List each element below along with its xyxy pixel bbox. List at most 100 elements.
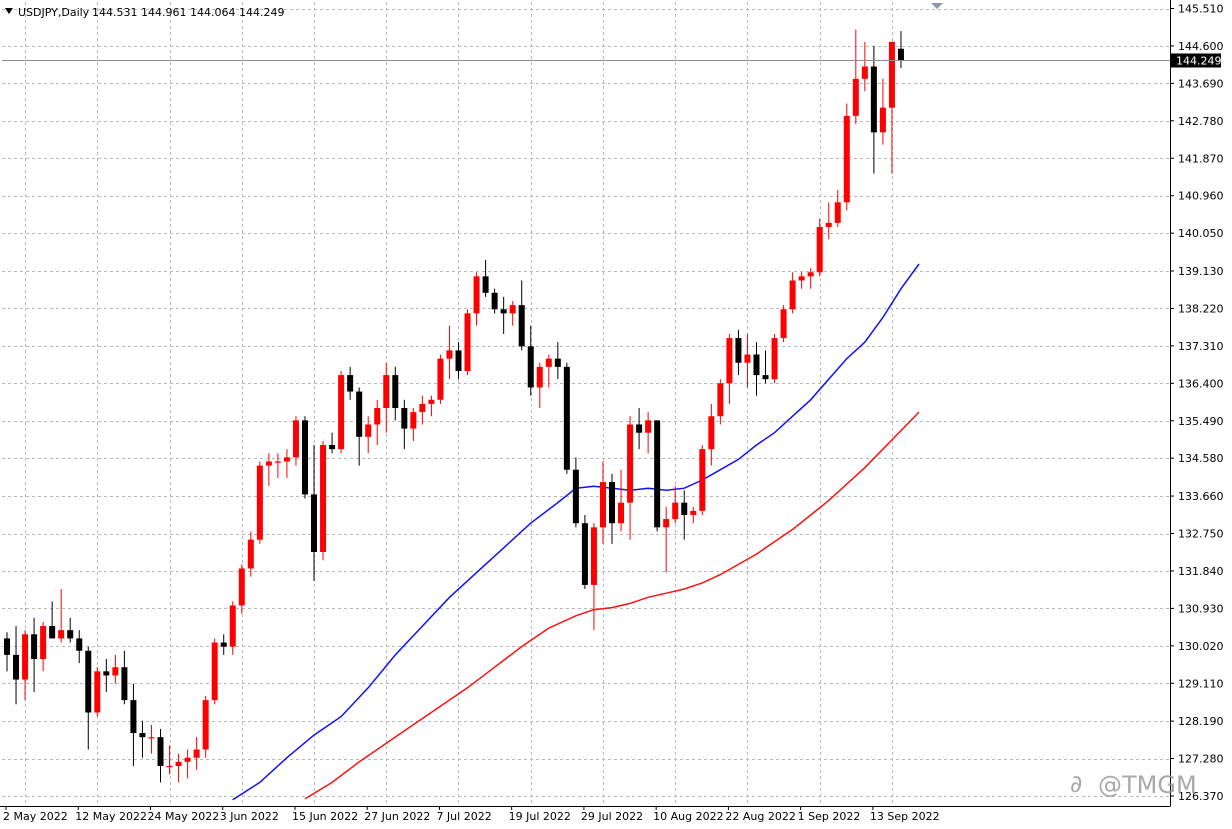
candle <box>292 416 299 466</box>
candle <box>338 370 345 454</box>
candle-body <box>518 305 525 347</box>
candle <box>311 445 318 581</box>
candle <box>672 486 679 524</box>
candle-body <box>247 539 254 569</box>
price-tick-label: 134.580 <box>1178 452 1224 465</box>
price-tick-label: 131.840 <box>1178 565 1224 578</box>
price-tick-label: 128.190 <box>1178 715 1224 728</box>
candle-body <box>238 568 245 606</box>
time-tick-label: 22 Aug 2022 <box>725 810 795 823</box>
candle-body <box>166 765 173 768</box>
candle <box>4 632 10 672</box>
candle <box>103 658 110 692</box>
candle-body <box>590 527 597 585</box>
candle-body <box>121 667 128 701</box>
candle <box>482 259 489 297</box>
candle <box>563 362 570 474</box>
candle-body <box>771 338 778 380</box>
candle <box>365 416 372 454</box>
dropdown-triangle-icon[interactable] <box>5 8 13 14</box>
scroll-marker-icon[interactable] <box>931 3 943 9</box>
candle <box>265 453 272 487</box>
candle <box>401 399 408 450</box>
candle-body <box>347 375 354 392</box>
price-tick-label: 145.510 <box>1178 3 1224 16</box>
candle-body <box>627 424 634 503</box>
time-tick-label: 19 Jul 2022 <box>509 810 571 823</box>
candle-body <box>825 222 832 227</box>
time-tick-label: 2 May 2022 <box>3 810 68 823</box>
candle <box>139 720 146 758</box>
price-tick-label: 130.930 <box>1178 602 1224 615</box>
candle <box>681 490 688 540</box>
candle-body <box>798 276 805 281</box>
candle <box>383 362 390 433</box>
candle <box>590 523 597 631</box>
ohlc-readout: 144.531 144.961 144.064 144.249 <box>92 6 284 19</box>
candle <box>410 408 417 441</box>
candle-body <box>320 445 327 553</box>
candle <box>897 31 904 68</box>
candle <box>446 325 453 380</box>
price-axis: 145.510 144.600 143.690 142.780 141.870 140.9… <box>1170 3 1224 803</box>
current-price-label: 144.249 <box>1176 55 1222 68</box>
candle <box>509 301 516 326</box>
price-tick-label: 141.870 <box>1178 152 1224 165</box>
time-tick-label: 27 Jun 2022 <box>364 810 430 823</box>
candle <box>717 379 724 425</box>
candle <box>428 395 435 417</box>
price-tick-label: 133.660 <box>1178 490 1224 503</box>
candle <box>879 78 886 145</box>
candle <box>599 461 606 544</box>
candle-body <box>735 338 742 363</box>
candle-body <box>256 465 263 540</box>
candle-body <box>599 482 606 528</box>
chart-frame <box>0 0 1171 807</box>
candle-body <box>383 375 390 409</box>
candle-body <box>843 115 850 203</box>
price-tick-label: 132.750 <box>1178 528 1224 541</box>
candle-body <box>527 346 534 388</box>
candle <box>744 333 751 388</box>
candle <box>708 403 715 466</box>
candle <box>238 564 245 614</box>
candle-body <box>112 667 119 676</box>
candle-body <box>40 626 47 659</box>
candle <box>184 749 191 779</box>
candle-body <box>211 642 218 701</box>
candle-body <box>491 292 498 310</box>
candle <box>274 453 281 478</box>
candle <box>112 654 119 684</box>
candle-body <box>708 416 715 450</box>
time-tick-label: 12 May 2022 <box>75 810 147 823</box>
candle <box>211 638 218 705</box>
symbol-label: USDJPY,Daily <box>18 6 90 19</box>
candle <box>283 449 290 478</box>
candle <box>780 305 787 343</box>
candle <box>572 457 579 528</box>
candle <box>220 634 227 655</box>
candle <box>870 45 877 174</box>
candle-body <box>609 482 616 524</box>
candle <box>636 408 643 450</box>
price-tick-label: 140.960 <box>1178 190 1224 203</box>
candle-body <box>401 408 408 429</box>
candle-body <box>482 276 489 293</box>
candle <box>437 354 444 404</box>
time-tick-label: 1 Sep 2022 <box>798 810 861 823</box>
candle-body <box>4 638 10 655</box>
candle-body <box>879 107 886 133</box>
candle <box>31 617 38 692</box>
candle-body <box>103 671 110 676</box>
candle <box>464 309 471 376</box>
candle <box>500 296 507 334</box>
candle-body <box>274 461 281 463</box>
candle <box>789 272 796 314</box>
candle <box>473 272 480 326</box>
candle-body <box>861 66 868 79</box>
candle-body <box>58 630 65 639</box>
candle <box>22 630 29 701</box>
candle-body <box>888 41 895 108</box>
